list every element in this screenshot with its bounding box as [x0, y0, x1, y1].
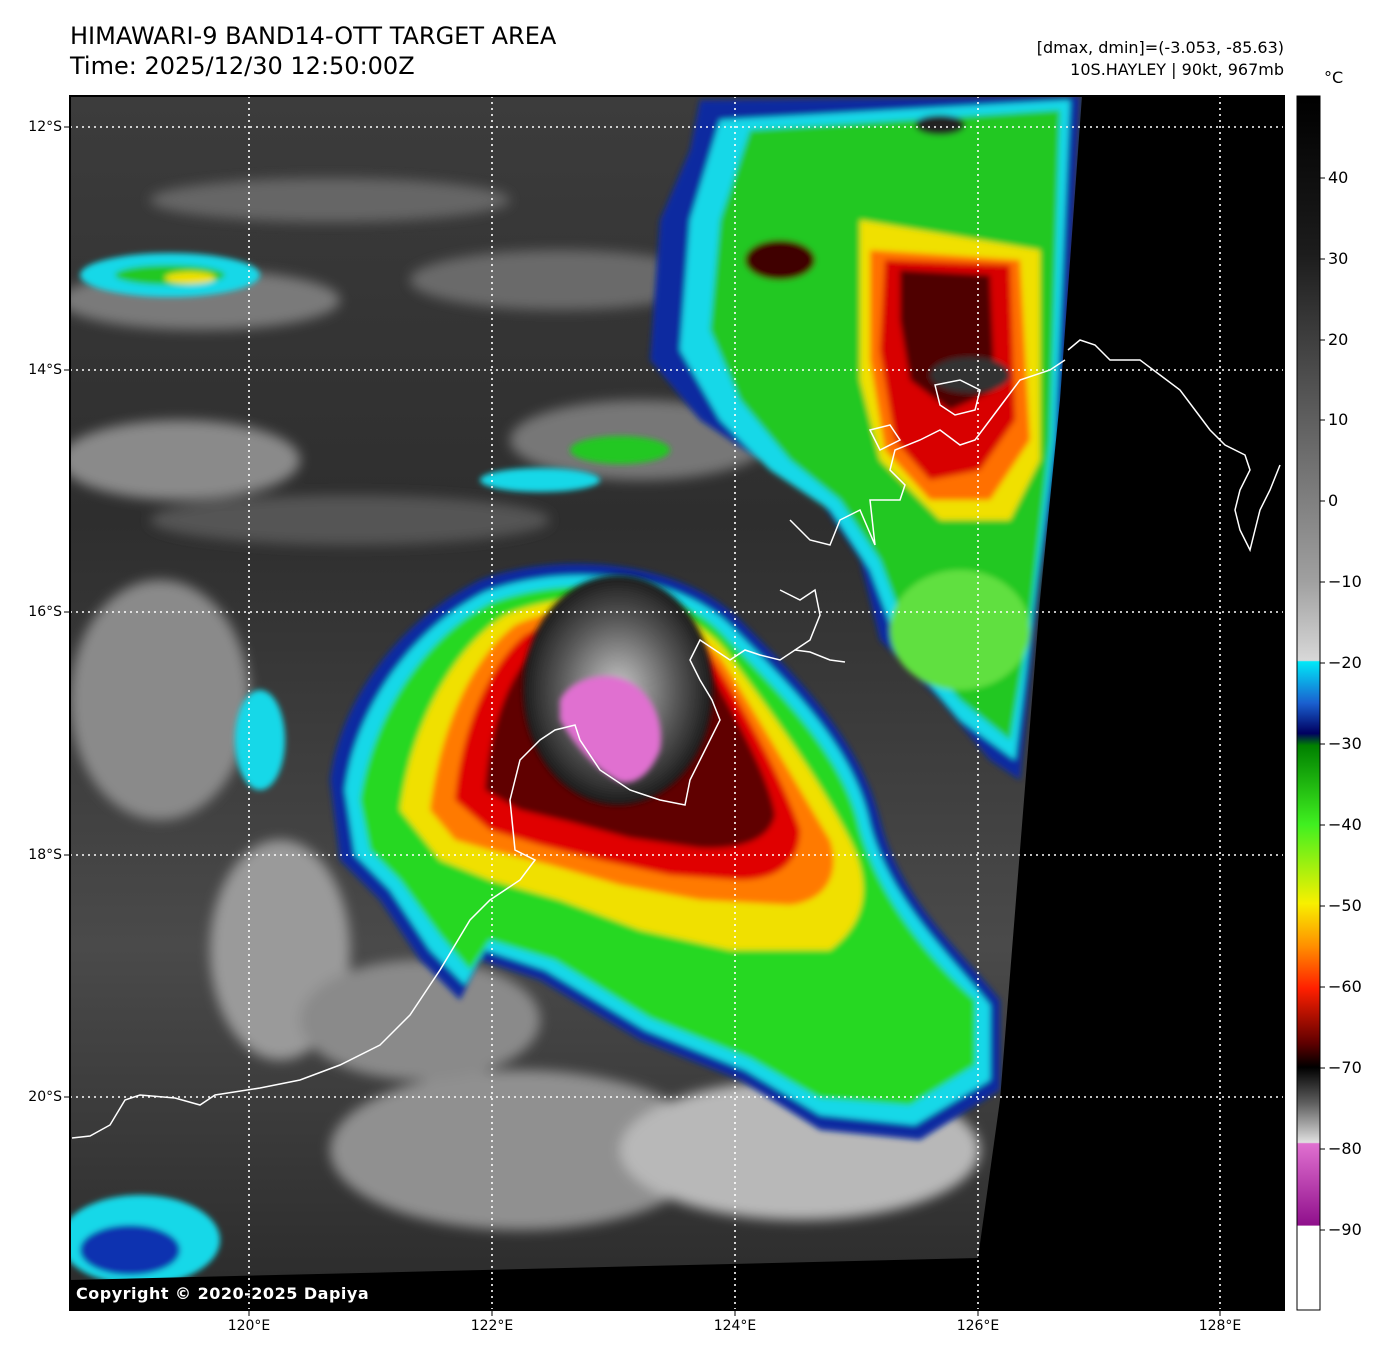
storm-info-label: 10S.HAYLEY | 90kt, 967mb — [1070, 60, 1284, 79]
colorbar-ticks — [1320, 177, 1325, 1231]
colorbar-tick-label: −10 — [1328, 572, 1362, 591]
colorbar-tick-label: −60 — [1328, 977, 1362, 996]
map-timestamp: Time: 2025/12/30 12:50:00Z — [70, 52, 415, 80]
lat-label-14s: 14°S — [28, 362, 62, 378]
colorbar-tick-label: −20 — [1328, 653, 1362, 672]
colorbar-tick-label: 0 — [1328, 491, 1339, 510]
copyright-notice: Copyright © 2020-2025 Dapiya — [76, 1284, 370, 1303]
colorbar-tick-label: −70 — [1328, 1058, 1362, 1077]
coastline — [71, 339, 1281, 1139]
colorbar — [1296, 95, 1321, 1311]
colorbar-tick-label: −90 — [1328, 1220, 1362, 1239]
northeast-convection — [650, 96, 1080, 780]
data-range-label: [dmax, dmin]=(-3.053, -85.63) — [1036, 38, 1284, 57]
lon-label-124e: 124°E — [713, 1318, 757, 1334]
scattered-convection — [70, 253, 670, 1285]
no-data-area — [978, 96, 1284, 1310]
graticule — [70, 96, 1284, 1310]
cyclone-core — [523, 575, 713, 805]
colorbar-tick-label: −50 — [1328, 896, 1362, 915]
lat-label-16s: 16°S — [28, 604, 62, 620]
map-title: HIMAWARI-9 BAND14-OTT TARGET AREA — [70, 22, 557, 50]
colorbar-tick-label: −30 — [1328, 734, 1362, 753]
axis-ticks — [64, 126, 1221, 1316]
lon-label-128e: 128°E — [1198, 1318, 1242, 1334]
no-data-strip — [70, 1258, 978, 1310]
lon-label-126e: 126°E — [956, 1318, 1000, 1334]
lon-label-122e: 122°E — [470, 1318, 514, 1334]
lat-label-20s: 20°S — [28, 1089, 62, 1105]
colorbar-tick-label: 20 — [1328, 330, 1349, 349]
lat-label-12s: 12°S — [28, 119, 62, 135]
map-frame — [69, 95, 1285, 1311]
colorbar-tick-label: −80 — [1328, 1139, 1362, 1158]
colorbar-tick-label: 30 — [1328, 249, 1349, 268]
colorbar-tick-label: 40 — [1328, 168, 1349, 187]
colorbar-tick-label: −40 — [1328, 815, 1362, 834]
lon-label-120e: 120°E — [227, 1318, 271, 1334]
colorbar-tick-label: 10 — [1328, 410, 1349, 429]
lat-label-18s: 18°S — [28, 847, 62, 863]
overshooting-top — [560, 676, 661, 783]
cirrus-streaks — [70, 178, 980, 1230]
colorbar-unit: °C — [1324, 68, 1344, 87]
